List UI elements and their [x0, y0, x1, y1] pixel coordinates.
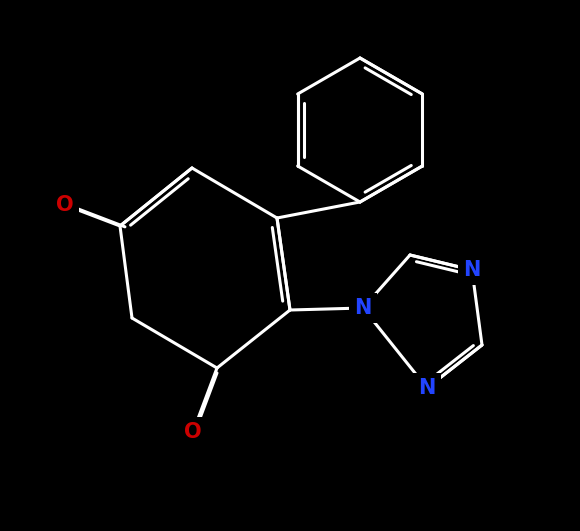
Text: O: O	[184, 422, 202, 442]
Text: N: N	[354, 298, 372, 318]
Text: N: N	[463, 260, 481, 280]
Text: O: O	[56, 195, 74, 215]
Text: N: N	[418, 378, 436, 398]
